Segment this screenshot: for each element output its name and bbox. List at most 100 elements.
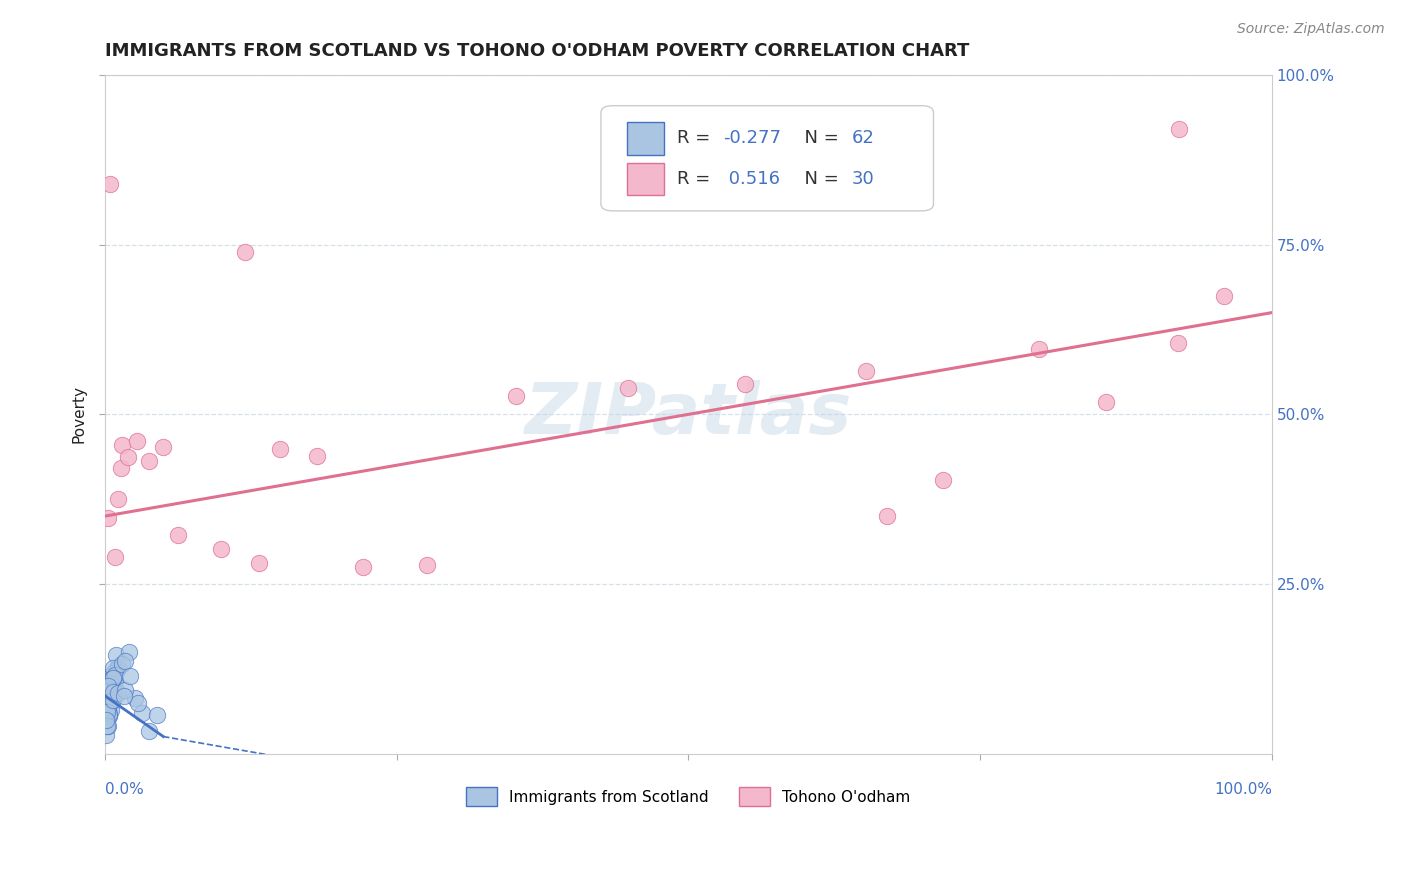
Point	[94, 728, 117, 742]
Point	[117, 450, 139, 464]
Point	[1212, 288, 1234, 302]
Point	[352, 560, 374, 574]
Point	[101, 693, 124, 707]
Point	[96, 705, 118, 719]
Point	[111, 657, 134, 671]
Point	[100, 703, 122, 717]
Point	[94, 719, 117, 733]
Point	[124, 691, 146, 706]
Point	[100, 682, 122, 697]
Point	[97, 719, 120, 733]
Point	[114, 682, 136, 697]
Point	[125, 434, 148, 449]
Point	[96, 686, 118, 700]
Point	[111, 438, 134, 452]
Point	[101, 673, 124, 688]
Point	[97, 679, 120, 693]
Point	[415, 558, 437, 572]
Point	[1028, 343, 1050, 357]
Point	[167, 528, 190, 542]
Point	[138, 454, 160, 468]
Point	[103, 671, 125, 685]
Text: 0.516: 0.516	[724, 170, 780, 188]
Text: R =: R =	[676, 170, 716, 188]
Point	[269, 442, 291, 456]
Point	[931, 473, 953, 487]
Point	[734, 377, 756, 392]
Point	[114, 655, 136, 669]
Point	[98, 696, 121, 710]
Text: 30: 30	[852, 170, 875, 188]
Point	[855, 364, 877, 378]
Point	[103, 687, 125, 701]
Text: Source: ZipAtlas.com: Source: ZipAtlas.com	[1237, 22, 1385, 37]
Point	[100, 684, 122, 698]
Point	[105, 660, 128, 674]
Point	[96, 706, 118, 721]
FancyBboxPatch shape	[627, 122, 664, 154]
Point	[110, 461, 132, 475]
Point	[104, 648, 127, 663]
Text: 100.0%: 100.0%	[1213, 782, 1272, 797]
Point	[98, 669, 121, 683]
Point	[98, 685, 121, 699]
Text: -0.277: -0.277	[724, 129, 782, 147]
Point	[97, 691, 120, 706]
Point	[100, 692, 122, 706]
Point	[97, 708, 120, 723]
Point	[96, 705, 118, 719]
Point	[100, 677, 122, 691]
Point	[247, 556, 270, 570]
Point	[97, 702, 120, 716]
Point	[138, 724, 160, 739]
Point	[152, 440, 174, 454]
Point	[97, 699, 120, 714]
Point	[103, 673, 125, 688]
Point	[1167, 122, 1189, 136]
Text: IMMIGRANTS FROM SCOTLAND VS TOHONO O'ODHAM POVERTY CORRELATION CHART: IMMIGRANTS FROM SCOTLAND VS TOHONO O'ODH…	[105, 42, 969, 60]
Text: 62: 62	[852, 129, 875, 147]
Point	[97, 700, 120, 714]
Point	[107, 660, 129, 674]
Y-axis label: Poverty: Poverty	[72, 385, 86, 443]
Point	[97, 510, 120, 524]
Point	[101, 671, 124, 685]
Point	[103, 661, 125, 675]
Text: ZIPatlas: ZIPatlas	[524, 380, 852, 449]
Point	[96, 698, 118, 712]
Point	[98, 692, 121, 706]
Point	[101, 691, 124, 706]
Text: 0.0%: 0.0%	[105, 782, 143, 797]
Point	[209, 541, 232, 556]
Point	[617, 381, 640, 395]
Point	[100, 686, 122, 700]
Legend: Immigrants from Scotland, Tohono O'odham: Immigrants from Scotland, Tohono O'odham	[458, 780, 918, 814]
Point	[101, 685, 124, 699]
Text: N =: N =	[793, 129, 845, 147]
FancyBboxPatch shape	[627, 162, 664, 195]
Point	[127, 697, 149, 711]
Point	[876, 509, 898, 524]
Point	[505, 389, 527, 403]
Point	[107, 491, 129, 506]
FancyBboxPatch shape	[600, 106, 934, 211]
Point	[1094, 395, 1116, 409]
Point	[131, 706, 153, 720]
Point	[97, 696, 120, 710]
Point	[1167, 335, 1189, 350]
Text: R =: R =	[676, 129, 716, 147]
Point	[112, 689, 135, 703]
Point	[145, 707, 167, 722]
Point	[305, 449, 328, 463]
Point	[101, 665, 124, 680]
Point	[97, 707, 120, 722]
Point	[97, 701, 120, 715]
Point	[104, 549, 127, 564]
Point	[96, 707, 118, 722]
Point	[97, 707, 120, 722]
Point	[233, 244, 256, 259]
Point	[97, 692, 120, 706]
Point	[94, 713, 117, 727]
Point	[118, 644, 141, 658]
Point	[101, 692, 124, 706]
